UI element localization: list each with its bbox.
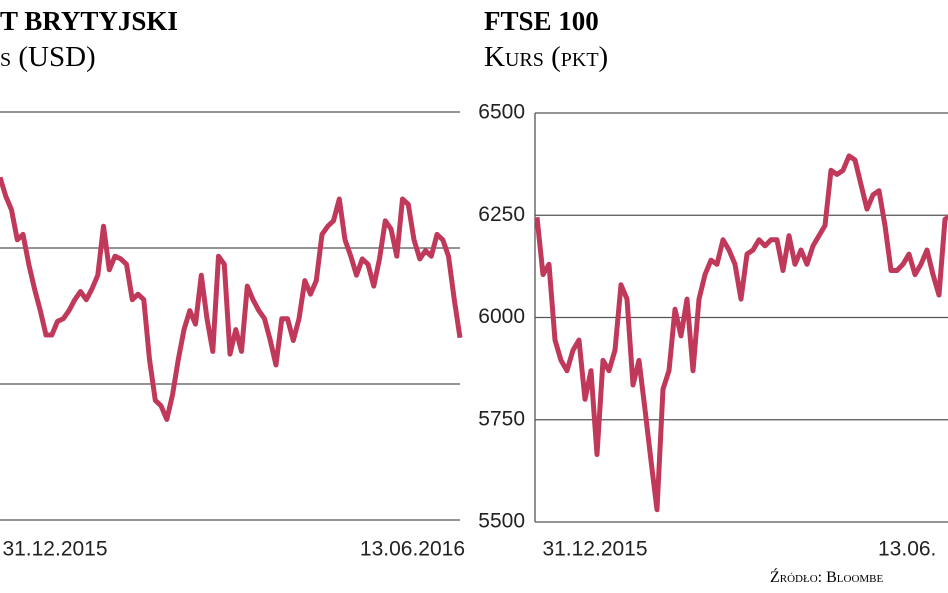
x-tick-label: 31.12.2015 <box>2 538 107 561</box>
data-line <box>0 176 463 422</box>
source-note: Źródło: Bloombe <box>770 567 884 586</box>
x-tick-label: 13.06.2016 <box>360 538 465 561</box>
y-tick-label: 6500 <box>478 101 525 124</box>
y-tick-label: 5500 <box>478 510 525 533</box>
chart-title: FTSE 100 <box>484 6 599 36</box>
chart-subtitle: Kurs (pkt) <box>484 41 608 73</box>
y-tick-label: 5750 <box>478 407 525 430</box>
x-tick-label: 31.12.2015 <box>542 538 647 561</box>
chart-subtitle: s (USD) <box>0 41 96 73</box>
y-tick-label: 6000 <box>478 305 525 328</box>
chart-title: T BRYTYJSKI <box>0 6 178 36</box>
x-tick-label: 13.06. <box>878 538 936 561</box>
data-line <box>534 153 948 513</box>
y-tick-label: 6250 <box>478 203 525 226</box>
